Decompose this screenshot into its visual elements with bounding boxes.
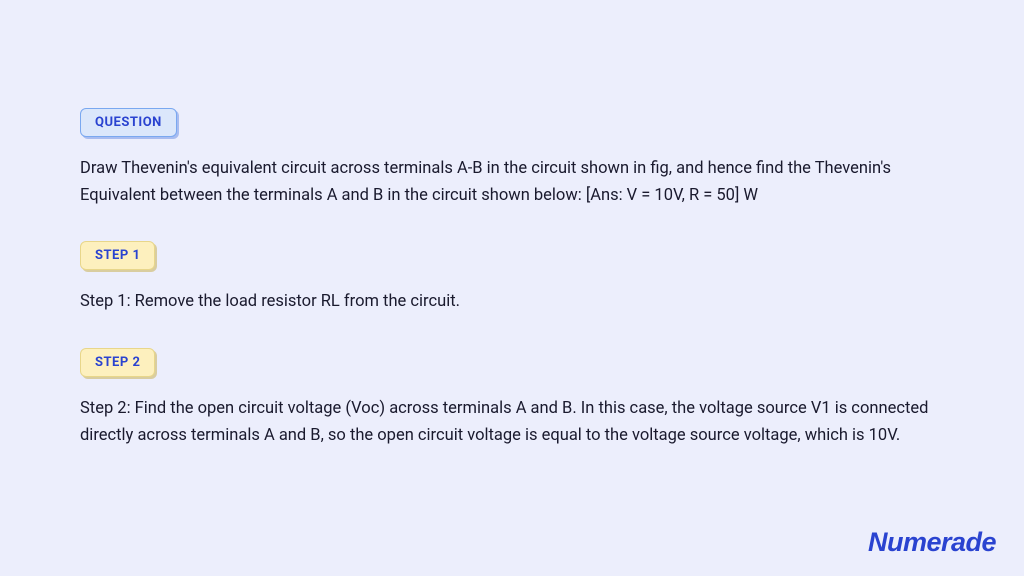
step1-text: Step 1: Remove the load resistor RL from… [80, 288, 944, 315]
step1-badge-label: STEP 1 [95, 248, 140, 263]
step2-badge: STEP 2 [80, 348, 155, 377]
content-container: QUESTION Draw Thevenin's equivalent circ… [0, 0, 1024, 449]
numerade-logo: Numerade [868, 527, 996, 558]
question-badge-label: QUESTION [95, 115, 162, 130]
question-badge: QUESTION [80, 108, 177, 137]
step1-badge: STEP 1 [80, 241, 155, 270]
step2-text: Step 2: Find the open circuit voltage (V… [80, 395, 944, 449]
question-text: Draw Thevenin's equivalent circuit acros… [80, 155, 944, 209]
step2-badge-label: STEP 2 [95, 355, 140, 370]
